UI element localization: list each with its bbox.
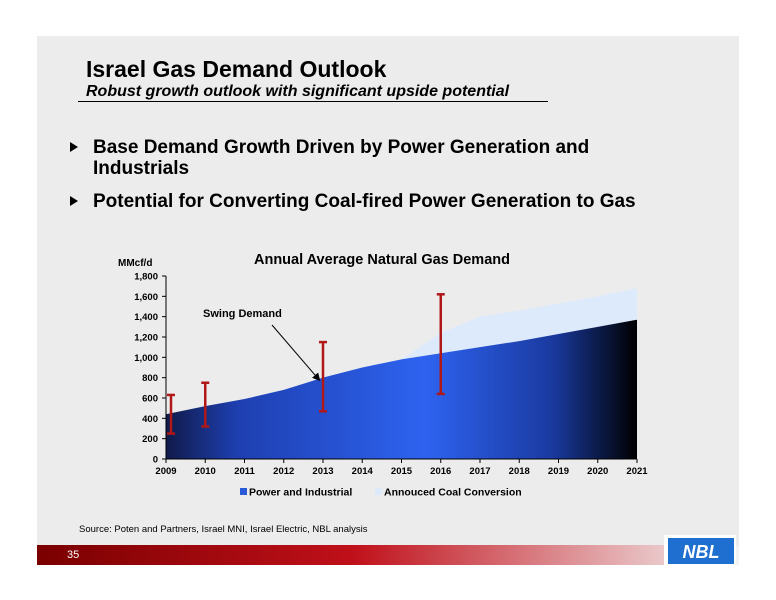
y-tick-label: 1,600 <box>134 292 158 303</box>
series-area-power-and-industrial <box>166 319 637 459</box>
annotation-swing-demand: Swing Demand <box>203 308 282 320</box>
x-tick-label: 2019 <box>548 466 569 477</box>
nbl-logo: NBL <box>664 535 736 565</box>
y-tick-label: 1,000 <box>134 353 158 364</box>
legend: Power and Industrial Annouced Coal Conver… <box>240 487 522 499</box>
y-tick-label: 1,400 <box>134 312 158 323</box>
legend-label: Power and Industrial <box>249 487 352 499</box>
footer-bar <box>37 545 739 565</box>
slide-title: Israel Gas Demand Outlook <box>86 56 387 82</box>
x-tick-label: 2012 <box>273 466 294 477</box>
legend-label: Annouced Coal Conversion <box>384 487 522 499</box>
source-note: Source: Poten and Partners, Israel MNI, … <box>79 524 368 535</box>
x-tick-label: 2018 <box>509 466 530 477</box>
title-divider <box>78 101 548 102</box>
x-tick-label: 2013 <box>312 466 333 477</box>
legend-swatch <box>240 488 247 495</box>
annotation-arrow <box>271 324 321 382</box>
x-tick-label: 2020 <box>587 466 608 477</box>
x-tick-label: 2014 <box>352 466 374 477</box>
y-tick-label: 0 <box>153 455 158 466</box>
legend-item: Power and Industrial <box>240 487 352 499</box>
x-tick-label: 2021 <box>626 466 648 477</box>
x-tick-label: 2015 <box>391 466 413 477</box>
y-tick-label: 800 <box>142 373 158 384</box>
bullet-text-1: Base Demand Growth Driven by Power Gener… <box>93 137 590 179</box>
x-tick-label: 2009 <box>155 466 176 477</box>
x-tick-label: 2011 <box>234 466 255 477</box>
legend-swatch <box>375 488 382 495</box>
legend-item: Annouced Coal Conversion <box>375 487 522 499</box>
axes: 0 200 400 600 800 1,000 1,200 1,400 1,600 1,800 20… <box>134 272 648 478</box>
slide-subtitle: Robust growth outlook with significant u… <box>86 83 510 100</box>
x-tick-label: 2010 <box>195 466 216 477</box>
range-bar-2009 <box>167 393 175 435</box>
page-number: 35 <box>67 549 80 561</box>
y-axis-label: MMcf/d <box>118 258 152 269</box>
bullet-arrow-icon <box>70 142 78 152</box>
bullet-arrow-icon <box>70 196 78 206</box>
y-tick-label: 400 <box>142 414 158 425</box>
y-tick-label: 1,200 <box>134 333 158 344</box>
bullet-text-2: Potential for Converting Coal-fired Powe… <box>93 191 636 212</box>
y-tick-label: 200 <box>142 434 158 445</box>
range-bar-2016 <box>436 293 445 396</box>
x-tick-label: 2017 <box>469 466 490 477</box>
plot-area: Swing Demand <box>166 288 637 459</box>
range-bar-2010 <box>201 381 210 428</box>
nbl-logo-text: NBL <box>683 542 720 562</box>
x-tick-label: 2016 <box>430 466 451 477</box>
range-bar-2013 <box>319 340 327 413</box>
chart-title: Annual Average Natural Gas Demand <box>254 252 510 268</box>
y-tick-label: 600 <box>142 394 158 405</box>
y-tick-label: 1,800 <box>134 272 158 283</box>
